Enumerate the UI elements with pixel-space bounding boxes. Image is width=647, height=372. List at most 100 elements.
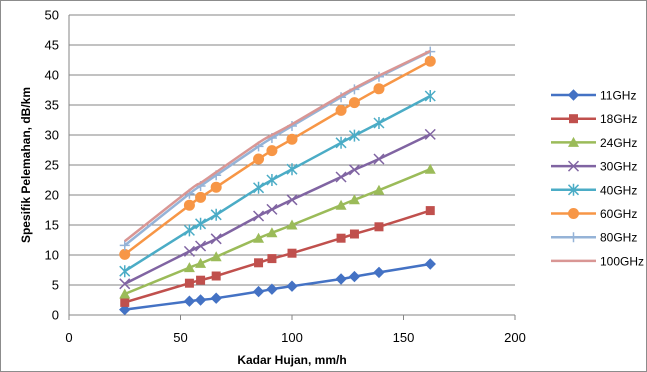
data-point-30ghz <box>348 164 360 176</box>
series-lines <box>119 46 436 316</box>
data-point-60ghz <box>210 181 222 193</box>
data-point-24ghz <box>348 194 360 205</box>
data-point-60ghz <box>119 248 131 260</box>
data-point-24ghz <box>424 163 436 174</box>
data-point-24ghz <box>286 219 298 230</box>
data-point-30ghz <box>210 233 222 245</box>
legend-label-100ghz: 100GHz <box>600 254 644 268</box>
series-24ghz <box>119 163 436 299</box>
data-point-24ghz <box>183 262 195 273</box>
x-tick-label: 200 <box>504 330 526 345</box>
data-point-60ghz <box>286 133 298 145</box>
legend-item-30ghz: 30GHz <box>551 160 637 174</box>
data-point-60ghz <box>183 199 195 211</box>
data-point-18ghz <box>196 275 206 285</box>
legend-label-40ghz: 40GHz <box>600 183 637 197</box>
gridlines <box>69 14 515 286</box>
data-point-18ghz <box>374 222 384 232</box>
data-point-18ghz <box>254 258 264 268</box>
data-point-60ghz <box>195 191 207 203</box>
data-point-11ghz <box>183 295 196 307</box>
legend: 11GHz 18GHz 24GHz 30GHz 40GHz 60GHz 80GHz 100GH… <box>551 89 644 268</box>
data-point-40ghz <box>195 217 207 230</box>
series-40ghz <box>119 90 436 278</box>
legend-label-30ghz: 30GHz <box>600 160 637 174</box>
data-point-11ghz <box>119 303 131 316</box>
x-axis-title: Kadar Hujan, mm/h <box>237 353 346 367</box>
data-point-18ghz <box>184 278 194 288</box>
data-point-11ghz <box>424 258 436 270</box>
y-tick-label: 45 <box>45 38 59 53</box>
data-point-60ghz <box>253 153 265 165</box>
y-tick-label: 30 <box>45 128 59 143</box>
data-point-24ghz <box>373 184 385 195</box>
legend-label-60ghz: 60GHz <box>600 207 637 221</box>
legend-item-24ghz: 24GHz <box>551 136 637 150</box>
data-point-30ghz <box>195 240 207 252</box>
legend-marker-18ghz <box>569 114 578 124</box>
data-point-11ghz <box>194 294 207 306</box>
data-point-40ghz <box>335 136 347 149</box>
data-point-30ghz <box>335 171 347 183</box>
data-point-30ghz <box>286 194 298 206</box>
data-point-24ghz <box>210 251 222 262</box>
y-tick-label: 0 <box>52 308 59 323</box>
x-tick-label: 0 <box>65 330 72 345</box>
data-point-40ghz <box>348 129 360 142</box>
y-tick-label: 40 <box>45 68 59 83</box>
series-18ghz <box>120 206 435 307</box>
data-point-24ghz <box>253 232 265 243</box>
data-point-11ghz <box>373 266 385 279</box>
series-100ghz <box>123 49 431 243</box>
data-point-40ghz <box>183 224 195 237</box>
legend-label-24ghz: 24GHz <box>600 136 637 150</box>
y-tick-label: 15 <box>45 218 59 233</box>
y-tick-label: 25 <box>45 158 59 173</box>
series-60ghz <box>119 55 436 260</box>
data-point-60ghz <box>424 55 436 67</box>
legend-item-40ghz: 40GHz <box>551 183 637 197</box>
legend-label-11ghz: 11GHz <box>600 89 636 103</box>
data-point-18ghz <box>349 229 359 239</box>
data-point-30ghz <box>183 245 195 257</box>
data-point-24ghz <box>266 227 278 238</box>
axes: 0 5 10 15 20 25 30 35 40 45 50 0 50 100 150 200 <box>45 8 526 346</box>
data-point-60ghz <box>373 83 385 95</box>
data-point-18ghz <box>267 254 277 264</box>
data-point-40ghz <box>210 208 222 221</box>
data-point-18ghz <box>425 206 435 216</box>
legend-item-100ghz: 100GHz <box>551 254 644 268</box>
data-point-18ghz <box>287 248 297 258</box>
data-point-60ghz <box>335 104 347 116</box>
data-point-80ghz <box>119 240 130 251</box>
data-point-18ghz <box>211 271 221 281</box>
data-point-60ghz <box>348 97 360 109</box>
y-tick-label: 35 <box>45 98 59 113</box>
data-point-11ghz <box>210 292 222 304</box>
data-point-11ghz <box>266 283 278 295</box>
legend-marker-30ghz <box>567 160 580 172</box>
data-point-30ghz <box>424 128 436 140</box>
data-point-40ghz <box>119 265 131 278</box>
y-axis-title: Spesifik Pelemahan, dB/km <box>19 87 33 243</box>
data-point-30ghz <box>119 278 131 290</box>
y-tick-label: 10 <box>45 248 59 263</box>
data-point-40ghz <box>266 174 278 186</box>
legend-marker-11ghz <box>567 89 580 101</box>
series-line-100ghz <box>123 49 431 243</box>
legend-label-80ghz: 80GHz <box>600 231 637 245</box>
legend-marker-60ghz <box>568 208 579 219</box>
x-tick-label: 150 <box>393 330 415 345</box>
series-30ghz <box>119 128 436 290</box>
data-point-11ghz <box>252 285 265 298</box>
y-tick-label: 5 <box>52 278 59 293</box>
y-tick-label: 50 <box>45 8 59 23</box>
data-point-24ghz <box>335 199 347 210</box>
data-point-24ghz <box>119 288 131 299</box>
data-point-30ghz <box>373 153 385 165</box>
legend-marker-24ghz <box>568 136 579 147</box>
data-point-40ghz <box>286 163 298 176</box>
data-point-18ghz <box>120 297 130 307</box>
